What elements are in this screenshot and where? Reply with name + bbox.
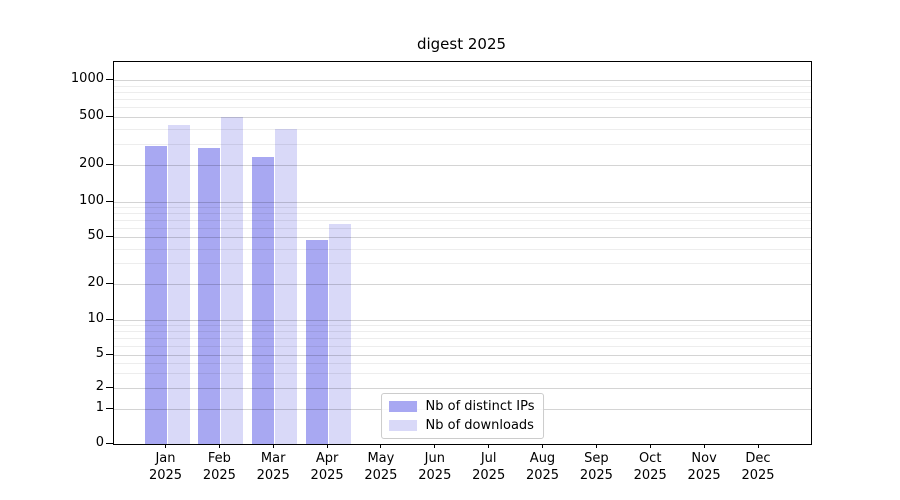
y-tick-mark [106,200,113,202]
gridline-60 [114,227,811,229]
legend-label-distinct-ips: Nb of distinct IPs [425,399,535,414]
x-tick-mark [595,444,597,448]
gridline-80 [114,213,811,215]
x-tick-label-nov: Nov 2025 [687,451,721,483]
gridline-7 [114,337,811,339]
bar-distinct-ips-apr [306,240,329,444]
x-tick-label-jan: Jan 2025 [148,451,183,483]
chart-title: digest 2025 [416,35,507,53]
x-tick-label-aug: Aug 2025 [525,451,560,483]
bar-downloads-apr [329,223,352,444]
gridline-9 [114,325,811,327]
x-tick-mark [488,444,490,448]
gridline-5 [114,355,811,356]
gridline-800 [114,91,811,93]
bar-distinct-ips-feb [198,148,221,444]
y-tick-label-1: 1 [95,399,104,415]
legend-item-downloads: Nb of downloads [388,418,535,433]
gridline-4 [114,362,811,364]
x-tick-mark [703,444,705,448]
x-tick-mark [272,444,274,448]
x-tick-label-mar: Mar 2025 [256,451,290,483]
y-tick-label-10: 10 [87,310,104,326]
gridline-50 [114,237,811,238]
y-tick-mark [106,283,113,285]
gridline-400 [114,128,811,130]
legend-swatch-distinct-ips [388,401,417,412]
gridline-8 [114,331,811,333]
x-tick-mark [380,444,382,448]
gridline-30 [114,263,811,265]
gridline-20 [114,284,811,286]
x-tick-mark [165,444,166,448]
x-tick-label-feb: Feb 2025 [202,451,236,483]
x-tick-label-may: May 2025 [364,451,398,483]
y-tick-label-1000: 1000 [70,71,104,86]
x-tick-label-jun: Jun 2025 [418,451,452,483]
gridline-10 [114,319,811,321]
gridline-100 [114,201,811,203]
y-tick-label-50: 50 [87,228,104,243]
x-tick-mark [218,444,220,448]
bar-distinct-ips-mar [252,156,275,444]
gridline-40 [114,248,811,250]
y-tick-label-5: 5 [95,346,104,361]
x-tick-mark [757,444,759,448]
legend-item-distinct-ips: Nb of distinct IPs [388,399,535,414]
gridline-3 [114,373,811,375]
x-tick-label-sep: Sep 2025 [579,451,613,483]
gridline-70 [114,219,811,221]
y-tick-label-200: 200 [79,156,104,171]
plot-area: Nb of distinct IPs Nb of downloads [113,61,812,445]
x-tick-mark [649,444,651,448]
x-tick-label-apr: Apr 2025 [310,451,344,483]
bar-downloads-jan [167,124,190,444]
gridline-1000 [114,80,811,81]
y-tick-mark [106,318,113,320]
y-tick-mark [106,164,113,165]
x-tick-label-oct: Oct 2025 [633,451,667,483]
bar-downloads-mar [275,128,298,444]
x-tick-mark [326,444,328,448]
y-tick-mark [106,116,113,117]
gridline-500 [114,117,811,118]
bar-downloads-feb [221,117,244,444]
y-tick-label-20: 20 [87,275,104,291]
gridline-2 [114,387,811,389]
gridline-300 [114,143,811,145]
legend-label-downloads: Nb of downloads [425,418,534,433]
y-tick-label-500: 500 [79,108,104,123]
gridline-700 [114,99,811,100]
legend: Nb of distinct IPs Nb of downloads [380,393,545,439]
y-tick-mark [106,79,113,80]
legend-swatch-downloads [388,420,417,431]
y-tick-mark [106,354,113,355]
x-tick-label-jul: Jul 2025 [472,451,506,483]
y-tick-label-100: 100 [79,192,104,208]
y-tick-label-0: 0 [95,435,104,450]
y-tick-mark [106,443,113,444]
gridline-600 [114,107,811,109]
gridline-90 [114,207,811,209]
y-tick-mark [106,386,113,388]
x-tick-label-dec: Dec 2025 [741,451,775,483]
y-tick-mark [106,407,113,409]
x-tick-mark [542,444,543,448]
gridline-200 [114,165,811,166]
x-tick-mark [434,444,436,448]
y-tick-mark [106,236,113,237]
bar-distinct-ips-jan [144,146,167,444]
gridline-6 [114,345,811,347]
gridline-900 [114,85,811,87]
y-tick-label-2: 2 [95,378,104,394]
